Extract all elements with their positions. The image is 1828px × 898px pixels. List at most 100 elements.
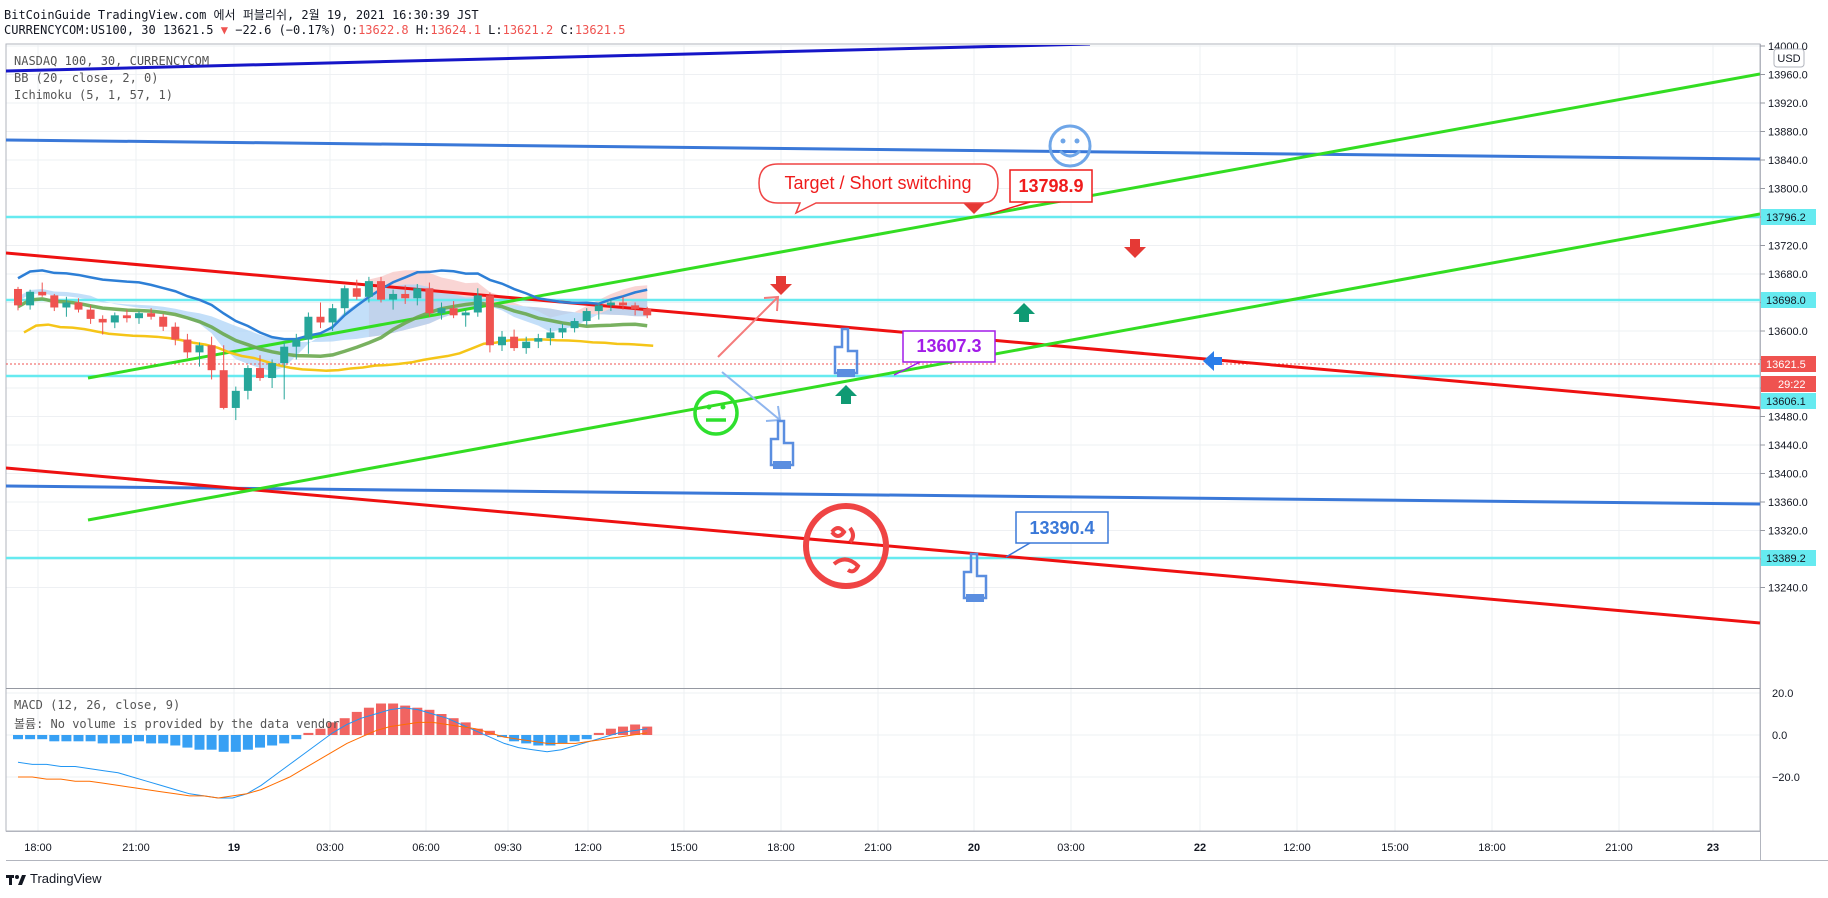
time-tick-label: 21:00: [122, 842, 150, 854]
legend-ichimoku[interactable]: Ichimoku (5, 1, 57, 1): [14, 88, 173, 102]
tradingview-logo-icon: [6, 874, 26, 885]
macd-bar: [61, 735, 72, 742]
candle-body: [183, 339, 192, 353]
arrow-down-icon[interactable]: [1124, 239, 1146, 258]
smile-icon[interactable]: [1048, 124, 1092, 168]
trendline-red-upper[interactable]: [6, 251, 1760, 410]
price-axis[interactable]: 14000.013960.013920.013880.013840.013800…: [1760, 41, 1808, 595]
pointing-up-hand-icon[interactable]: [833, 327, 859, 377]
candle-body: [328, 308, 337, 323]
candle-body: [98, 318, 107, 323]
candle-body: [135, 313, 143, 319]
macd-line: [17, 707, 648, 799]
trendline-blue-lower[interactable]: [6, 484, 1760, 506]
macd-bar: [327, 722, 338, 735]
macd-bar: [13, 735, 23, 740]
macd-bar: [533, 735, 544, 746]
trendline-darkblue[interactable]: [6, 44, 1091, 73]
ichimoku-base-line: [17, 297, 648, 358]
time-tick-label: 18:00: [767, 842, 795, 854]
legend-symbol[interactable]: NASDAQ 100, 30, CURRENCYCOM: [14, 54, 210, 68]
arrow-up-icon[interactable]: [1013, 303, 1035, 322]
price-tick-label: 13320.0: [1768, 526, 1808, 538]
trendline-green-lower[interactable]: [87, 212, 1760, 522]
time-tick-label: 22: [1194, 842, 1206, 854]
macd-bar: [436, 714, 447, 735]
arrow-up-icon[interactable]: [835, 385, 857, 404]
pointing-down-hand-icon[interactable]: [769, 419, 795, 469]
change-value: −22.6 (−0.17%): [235, 23, 337, 37]
dizzy-face-icon[interactable]: [803, 503, 889, 589]
candle-body: [606, 302, 615, 306]
price-tick-label: 13240.0: [1768, 583, 1808, 595]
open-label: O:: [343, 23, 359, 37]
time-tick-label: 03:00: [316, 842, 344, 854]
macd-bar: [158, 735, 169, 744]
forecast-up-arrow: [717, 296, 779, 358]
target-price-label[interactable]: 13798.9: [989, 169, 1093, 215]
legend-volume-note: 볼륨: No volume is provided by the data ve…: [14, 717, 340, 731]
candle-body: [619, 302, 627, 306]
macd-bar: [267, 735, 278, 746]
macd-axis[interactable]: 20.0 0.0 −20.0: [1772, 688, 1800, 784]
trendline-blue-upper[interactable]: [6, 138, 1760, 161]
candle-body: [280, 346, 289, 364]
candle-body: [14, 288, 22, 306]
macd-bar: [242, 735, 253, 750]
macd-bar: [134, 735, 144, 742]
macd-bar: [97, 735, 108, 744]
arrow-down-icon[interactable]: [963, 195, 985, 214]
footer-brand-text: TradingView: [30, 871, 102, 886]
time-tick-label: 21:00: [1605, 842, 1633, 854]
candle-body: [207, 345, 216, 371]
candle-body: [50, 295, 59, 308]
currency-badge[interactable]: USD: [1773, 48, 1805, 68]
macd-bar: [291, 735, 302, 740]
time-tick-label: 12:00: [1283, 842, 1311, 854]
target-callout[interactable]: Target / Short switching: [758, 163, 999, 215]
footer-brand[interactable]: TradingView: [6, 871, 102, 886]
candle-body: [461, 312, 470, 316]
candle-body: [582, 311, 591, 322]
macd-bar: [376, 703, 386, 735]
price-tick-label: 13840.0: [1768, 155, 1808, 167]
candle-body: [340, 288, 349, 309]
time-axis[interactable]: 18:00 21:00 19 03:00 06:00 09:30 12:00 15:00 18:…: [24, 842, 1719, 854]
trendline-green-upper[interactable]: [87, 72, 1760, 380]
currency-badge-text: USD: [1777, 53, 1800, 65]
pointing-down-hand-icon[interactable]: [962, 552, 988, 602]
macd-bar: [351, 711, 362, 735]
macd-bar: [412, 707, 423, 735]
time-tick-label: 20: [968, 842, 980, 854]
legend-macd[interactable]: MACD (12, 26, close, 9): [14, 698, 181, 712]
legend-bb[interactable]: BB (20, close, 2, 0): [14, 71, 159, 85]
price-badge-text: 13389.2: [1766, 553, 1806, 565]
ichimoku-lagging-line: [23, 323, 654, 372]
macd-bar: [642, 726, 653, 735]
macd-bar: [121, 735, 132, 744]
low-price-label[interactable]: 13390.4: [1005, 511, 1109, 558]
candle-body: [74, 302, 83, 310]
candle-body: [413, 288, 422, 299]
macd-bar: [73, 735, 84, 742]
time-tick-label: 23: [1707, 842, 1719, 854]
target-callout-text: Target / Short switching: [784, 173, 971, 193]
last-price: 13621.5: [162, 23, 214, 37]
candle-body: [256, 368, 264, 379]
neutral-face-icon[interactable]: [693, 390, 739, 436]
signal-line: [18, 721, 648, 799]
price-badge: 13389.2: [1761, 550, 1816, 566]
macd-bar: [230, 735, 241, 752]
macd-bar: [170, 735, 181, 746]
price-badge: 13796.2: [1761, 209, 1816, 225]
arrow-left-icon[interactable]: [1203, 351, 1222, 371]
candle-body: [110, 315, 119, 323]
candle-body: [292, 339, 301, 347]
macd-tick-label: 20.0: [1772, 688, 1793, 700]
macd-bar: [521, 735, 532, 744]
arrow-down-icon[interactable]: [770, 276, 792, 295]
mid-price-label[interactable]: 13607.3: [893, 330, 996, 376]
countdown-text: 29:22: [1778, 379, 1806, 391]
candle-body: [243, 368, 252, 391]
